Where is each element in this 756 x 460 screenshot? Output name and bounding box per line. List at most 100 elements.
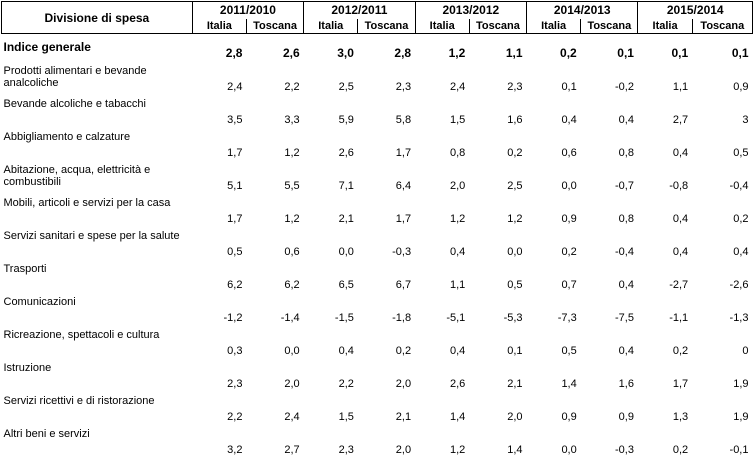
cell-toscana: 0,0: [469, 229, 526, 262]
cell-toscana: -1,8: [358, 295, 415, 328]
cell-toscana: 1,9: [692, 361, 752, 394]
cell-italia: 0,5: [527, 328, 581, 361]
cell-italia: 0,1: [527, 64, 581, 97]
cell-toscana: 2,0: [469, 394, 526, 427]
cell-italia: 0,4: [415, 328, 469, 361]
italia-header: Italia: [415, 19, 469, 34]
row-label: Trasporti: [2, 262, 193, 295]
row-label: Servizi sanitari e spese per la salute: [2, 229, 193, 262]
row-label: Ricreazione, spettacoli e cultura: [2, 328, 193, 361]
period-header: 2013/2012: [415, 2, 526, 19]
toscana-header: Toscana: [581, 19, 638, 34]
cell-toscana: 2,6: [246, 40, 303, 64]
row-label: Bevande alcoliche e tabacchi: [2, 97, 193, 130]
cell-toscana: 0,9: [692, 64, 752, 97]
cell-italia: 0,4: [638, 130, 692, 163]
table-row: Prodotti alimentari e bevande analcolich…: [2, 64, 753, 97]
italia-header: Italia: [527, 19, 581, 34]
cell-toscana: -0,3: [581, 427, 638, 460]
cell-italia: 1,1: [415, 262, 469, 295]
cell-toscana: 2,1: [469, 361, 526, 394]
cell-toscana: 0,4: [692, 229, 752, 262]
cell-italia: 0,1: [638, 40, 692, 64]
cell-toscana: 1,6: [469, 97, 526, 130]
cell-toscana: 1,4: [469, 427, 526, 460]
cell-italia: 2,8: [192, 40, 246, 64]
cell-toscana: 2,7: [246, 427, 303, 460]
cell-italia: 0,8: [415, 130, 469, 163]
cell-italia: 1,2: [415, 196, 469, 229]
cell-italia: 2,1: [304, 196, 358, 229]
cell-italia: -1,2: [192, 295, 246, 328]
cell-italia: 0,5: [192, 229, 246, 262]
italia-header: Italia: [192, 19, 246, 34]
cell-toscana: 1,6: [581, 361, 638, 394]
division-header: Divisione di spesa: [2, 2, 193, 34]
cell-italia: 1,7: [192, 196, 246, 229]
cell-italia: 2,4: [192, 64, 246, 97]
cell-italia: 2,4: [415, 64, 469, 97]
cell-italia: 5,1: [192, 163, 246, 196]
cell-toscana: 0,1: [692, 40, 752, 64]
cell-italia: 3,0: [304, 40, 358, 64]
cell-italia: 1,4: [527, 361, 581, 394]
cell-italia: 2,3: [192, 361, 246, 394]
cell-toscana: 0,2: [692, 196, 752, 229]
cell-toscana: 0,8: [581, 130, 638, 163]
row-label: Abbigliamento e calzature: [2, 130, 193, 163]
cell-toscana: 5,8: [358, 97, 415, 130]
cell-italia: -5,1: [415, 295, 469, 328]
cell-italia: 0,6: [527, 130, 581, 163]
cell-toscana: 2,0: [358, 427, 415, 460]
cell-italia: -2,7: [638, 262, 692, 295]
cell-italia: 0,2: [527, 229, 581, 262]
toscana-header: Toscana: [692, 19, 752, 34]
cell-toscana: 1,1: [469, 40, 526, 64]
toscana-header: Toscana: [358, 19, 415, 34]
cell-toscana: 2,4: [246, 394, 303, 427]
cell-italia: 1,7: [638, 361, 692, 394]
cell-toscana: 1,2: [246, 130, 303, 163]
cell-toscana: 0: [692, 328, 752, 361]
cell-toscana: 2,0: [246, 361, 303, 394]
cell-italia: 1,5: [415, 97, 469, 130]
row-label: Istruzione: [2, 361, 193, 394]
cell-toscana: -0,4: [692, 163, 752, 196]
cell-toscana: -0,3: [358, 229, 415, 262]
row-label: Prodotti alimentari e bevande analcolich…: [2, 64, 193, 97]
cell-toscana: 0,5: [469, 262, 526, 295]
cell-italia: -7,3: [527, 295, 581, 328]
cell-toscana: 0,1: [469, 328, 526, 361]
cell-italia: -1,5: [304, 295, 358, 328]
table-row: Comunicazioni-1,2-1,4-1,5-1,8-5,1-5,3-7,…: [2, 295, 753, 328]
cell-italia: 0,4: [304, 328, 358, 361]
cell-toscana: 1,7: [358, 130, 415, 163]
cell-toscana: 0,5: [692, 130, 752, 163]
cell-toscana: 1,9: [692, 394, 752, 427]
cell-italia: 0,0: [527, 163, 581, 196]
cell-toscana: -0,1: [692, 427, 752, 460]
cell-toscana: 0,4: [581, 262, 638, 295]
cell-italia: 1,7: [192, 130, 246, 163]
cell-italia: 1,3: [638, 394, 692, 427]
cell-toscana: -2,6: [692, 262, 752, 295]
cell-italia: 3,5: [192, 97, 246, 130]
cell-italia: 2,3: [304, 427, 358, 460]
cell-italia: 1,2: [415, 427, 469, 460]
cell-toscana: 0,4: [581, 97, 638, 130]
cell-toscana: -1,3: [692, 295, 752, 328]
cell-toscana: 3,3: [246, 97, 303, 130]
row-label: Servizi ricettivi e di ristorazione: [2, 394, 193, 427]
cell-italia: 2,6: [415, 361, 469, 394]
cell-toscana: 0,8: [581, 196, 638, 229]
cell-toscana: 0,1: [581, 40, 638, 64]
cell-italia: 2,6: [304, 130, 358, 163]
italia-header: Italia: [304, 19, 358, 34]
